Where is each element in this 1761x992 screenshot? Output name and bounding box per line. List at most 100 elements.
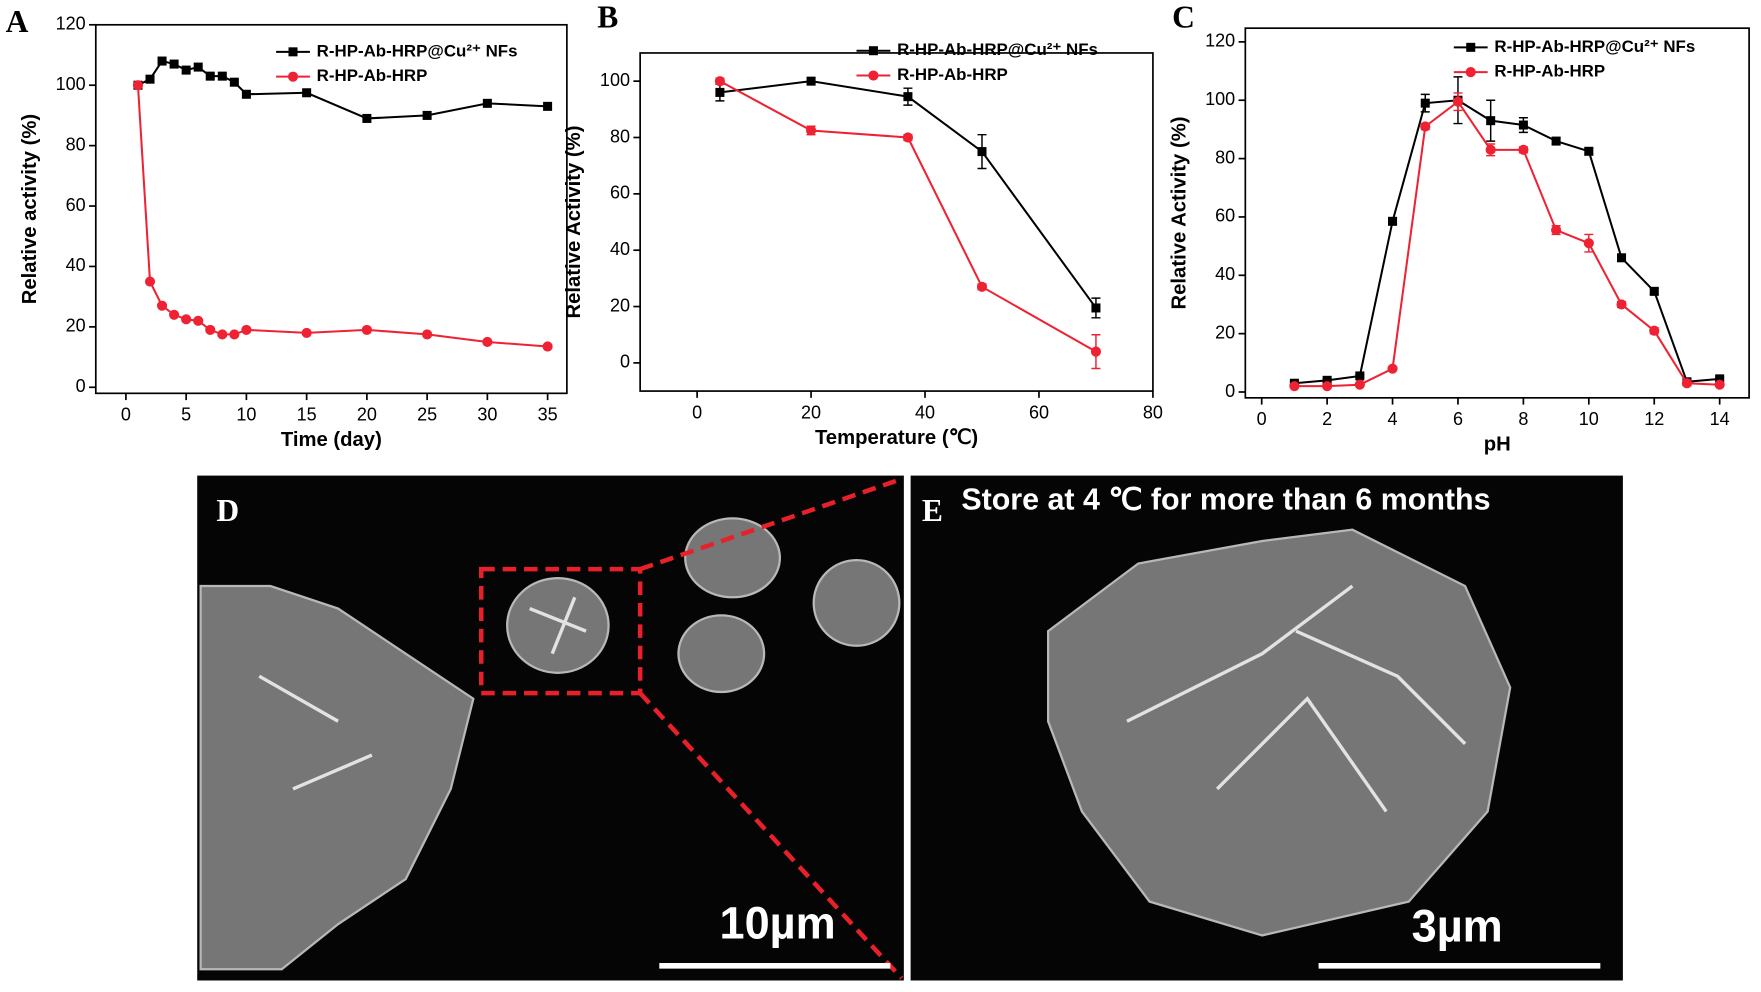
y-tick-label: 20 [1215,322,1235,342]
x-tick-label: 35 [538,405,558,425]
x-tick-label: 0 [121,405,131,425]
marker [1617,253,1627,263]
panel-label: E [922,493,943,528]
legend-marker [868,46,878,56]
scale-label: 3µm [1412,901,1503,952]
marker [302,88,312,98]
x-tick-label: 4 [1388,409,1398,429]
legend-label: R-HP-Ab-HRP@Cu²⁺ NFs [317,41,518,60]
marker [181,314,192,325]
marker [1485,144,1496,155]
marker [229,329,240,340]
y-axis-label: Relative Activity (%) [1168,117,1190,310]
marker [193,62,203,72]
marker [1715,374,1725,384]
marker [132,80,144,91]
marker [301,327,312,338]
y-tick-label: 20 [610,295,630,315]
x-tick-label: 20 [357,405,377,425]
marker [1420,121,1431,132]
legend-label: R-HP-Ab-HRP [897,65,1008,84]
marker [157,56,167,66]
x-tick-label: 30 [477,405,497,425]
x-tick-label: 2 [1322,409,1332,429]
y-tick-label: 60 [1215,206,1235,226]
flower-petals [258,584,1467,813]
series-line [719,80,1097,353]
marker [181,65,191,75]
marker [805,125,817,136]
y-tick-label: 40 [66,255,86,275]
y-tick-label: 120 [1205,31,1235,51]
marker [1518,120,1528,130]
marker [1354,379,1365,390]
y-axis-label: Relative Activity (%) [563,126,585,319]
marker [422,329,433,340]
chart: C 0 2 4 6 8 10 12 14 0 20 40 60 80 100 120 pH Relative Ac… [1168,0,1750,456]
marker [1584,146,1594,156]
figure-body: D 10µm E Store at 4 ℃ for more than 6 mo… [6,0,1750,981]
chart: B 0 20 40 60 80 0 20 40 60 80 100 Temperature (℃) Rel… [563,0,1163,449]
legend-label: R-HP-Ab-HRP [317,66,428,85]
x-tick-label: 10 [1579,409,1599,429]
y-tick-label: 60 [66,195,86,215]
chart: A 0 5 10 15 20 25 30 35 0 20 40 60 80 100 120 Time (day)… [6,4,568,451]
legend-marker [1466,42,1476,52]
x-tick-label: 0 [1257,409,1267,429]
marker [1322,375,1332,385]
marker [1420,98,1430,108]
y-tick-label: 100 [56,74,86,94]
plot-frame [1244,27,1750,399]
zoom-indicator [478,476,904,980]
marker [1388,216,1398,226]
marker [1551,224,1562,236]
marker [1090,346,1102,357]
panel-label: C [1172,0,1195,35]
caption: Store at 4 ℃ for more than 6 months [961,483,1490,517]
marker [1452,96,1464,107]
y-tick-label: 100 [600,70,630,90]
marker [1322,381,1333,392]
plot-frame [639,52,1154,392]
legend-marker [868,70,879,81]
y-tick-label: 0 [620,352,630,372]
y-tick-label: 120 [56,14,86,34]
marker [1091,303,1101,313]
x-axis-label: Time (day) [281,429,382,451]
marker [1649,286,1659,296]
marker [1583,238,1594,249]
x-tick-label: 80 [1143,402,1163,422]
x-axis-label: pH [1484,434,1511,456]
marker [482,336,493,348]
y-tick-label: 0 [76,376,86,396]
marker [542,341,553,352]
marker [902,132,913,143]
y-tick-label: 40 [610,239,630,259]
marker [715,87,725,97]
x-tick-label: 6 [1453,409,1463,429]
x-tick-label: 0 [692,402,702,422]
x-tick-label: 20 [801,402,821,422]
x-tick-label: 15 [297,405,317,425]
legend-marker [1465,67,1476,78]
marker [145,74,155,84]
marker [1518,144,1529,155]
marker [1289,381,1300,392]
marker [156,300,168,311]
marker [362,113,372,123]
marker [806,76,816,86]
marker [205,71,215,81]
marker [241,324,252,335]
marker [1387,363,1398,374]
marker [1681,378,1693,389]
marker [144,276,156,287]
y-tick-label: 40 [1215,264,1235,284]
marker [482,98,492,108]
marker [903,92,913,102]
marker [361,324,372,335]
marker [1649,325,1660,336]
x-tick-label: 8 [1518,409,1528,429]
marker [229,77,239,87]
